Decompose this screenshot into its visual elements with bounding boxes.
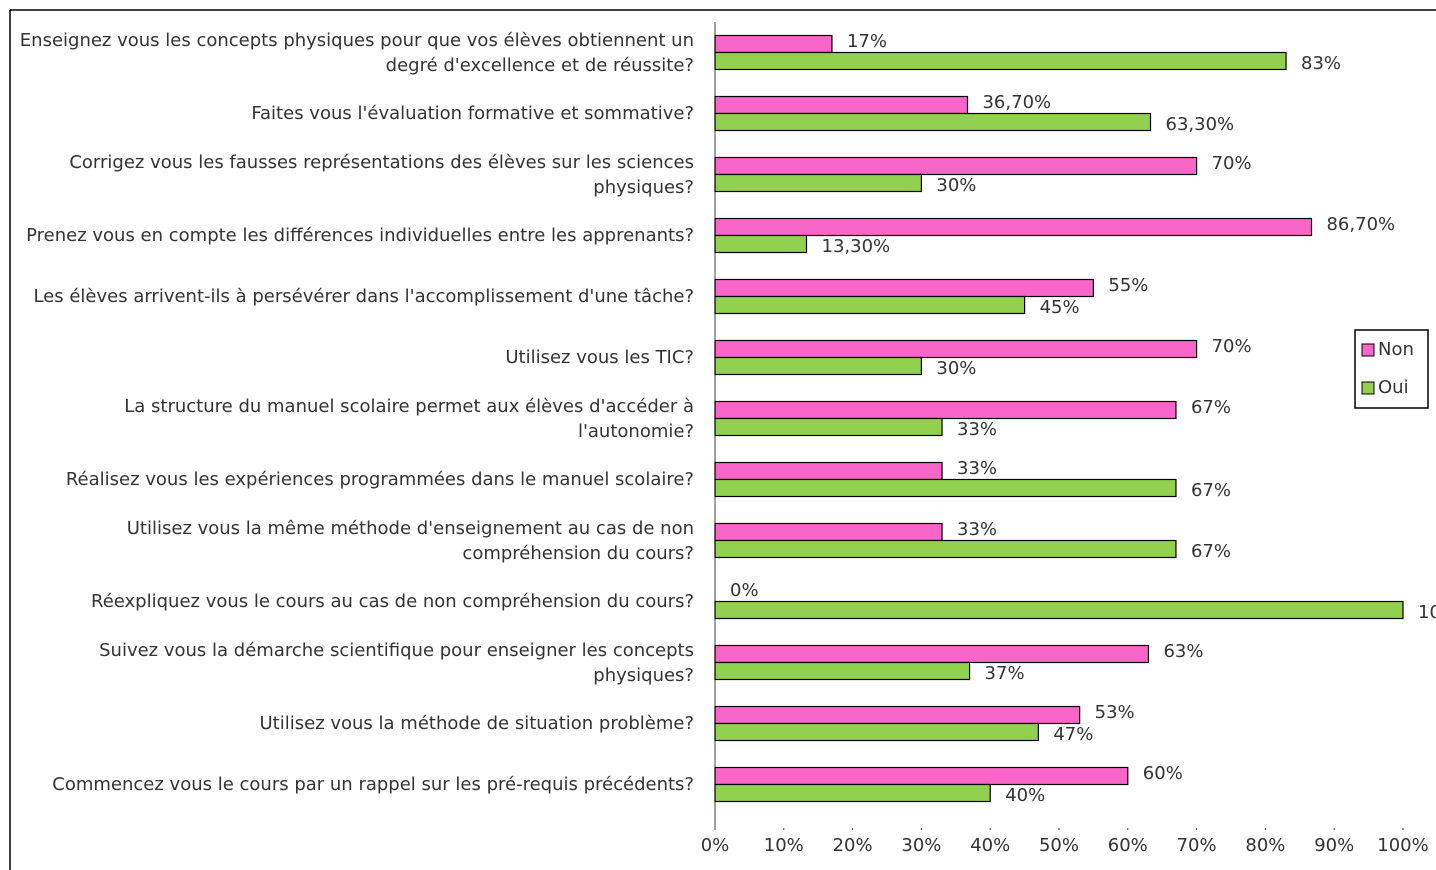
category-label: Enseignez vous les concepts physiques po… [19,29,694,76]
x-tick-label: 0% [701,835,730,856]
bar [714,156,1198,176]
value-label: 70% [1212,153,1252,174]
value-label: 13,30% [822,236,891,257]
legend-swatch [1361,381,1375,395]
bar [714,173,922,193]
x-tick-label: 60% [1108,835,1148,856]
bar [714,95,969,115]
value-label: 30% [936,358,976,379]
category-label: Réalisez vous les expériences programmée… [65,469,694,490]
value-label: 36,70% [982,92,1051,113]
category-label: Faites vous l'évaluation formative et so… [251,103,694,124]
bar [714,522,943,542]
bar [714,234,808,254]
bar [714,661,971,681]
x-tick-label: 40% [970,835,1010,856]
legend-label: Oui [1378,377,1409,398]
category-label: Utilisez vous la méthode de situation pr… [259,713,695,734]
category-label: Les élèves arrivent-ils à persévérer dan… [33,286,694,307]
bar [714,766,1129,786]
category-label: Prenez vous en compte les différences in… [26,225,694,246]
bar [714,705,1081,725]
value-label: 55% [1108,275,1148,296]
legend-box [1354,329,1429,409]
bar [714,644,1150,664]
bar [714,356,922,376]
bar [714,112,1152,132]
value-label: 40% [1005,785,1045,806]
bar [714,278,1094,298]
x-tick-label: 70% [1177,835,1217,856]
value-label: 70% [1212,336,1252,357]
bar [714,339,1198,359]
value-label: 67% [1191,397,1231,418]
bar [714,295,1026,315]
bar [714,51,1287,71]
x-tick-label: 20% [833,835,873,856]
bar [714,217,1313,237]
bar [714,400,1177,420]
value-label: 83% [1301,53,1341,74]
value-label: 33% [957,519,997,540]
value-label: 33% [957,458,997,479]
value-label: 17% [847,31,887,52]
category-label: Corrigez vous les fausses représentation… [69,151,694,198]
value-label: 30% [936,175,976,196]
value-label: 86,70% [1326,214,1395,235]
x-tick-label: 80% [1245,835,1285,856]
value-label: 47% [1053,724,1093,745]
category-label: Suivez vous la démarche scientifique pou… [99,639,694,686]
bar [714,722,1039,742]
bar [714,783,991,803]
category-label: Réexpliquez vous le cours au cas de non … [91,591,694,612]
bar [714,600,1404,620]
x-tick-label: 100% [1377,835,1428,856]
legend-swatch [1361,343,1375,357]
x-tick-label: 90% [1314,835,1354,856]
value-label: 53% [1095,702,1135,723]
x-tick-label: 50% [1039,835,1079,856]
bar [714,539,1177,559]
bar [714,34,833,54]
bar [714,478,1177,498]
category-label: Utilisez vous la même méthode d'enseigne… [126,517,694,564]
value-label: 67% [1191,541,1231,562]
category-label: Utilisez vous les TIC? [505,347,694,368]
value-label: 100% [1418,602,1436,623]
x-tick-label: 30% [901,835,941,856]
value-label: 0% [730,580,759,601]
category-label: La structure du manuel scolaire permet a… [124,395,694,442]
value-label: 63% [1163,641,1203,662]
bar [714,461,943,481]
value-label: 33% [957,419,997,440]
legend-label: Non [1378,339,1414,360]
x-tick-label: 10% [764,835,804,856]
value-label: 67% [1191,480,1231,501]
bar [714,417,943,437]
value-label: 37% [985,663,1025,684]
value-label: 45% [1040,297,1080,318]
value-label: 63,30% [1166,114,1235,135]
category-label: Commencez vous le cours par un rappel su… [52,774,694,795]
value-label: 60% [1143,763,1183,784]
